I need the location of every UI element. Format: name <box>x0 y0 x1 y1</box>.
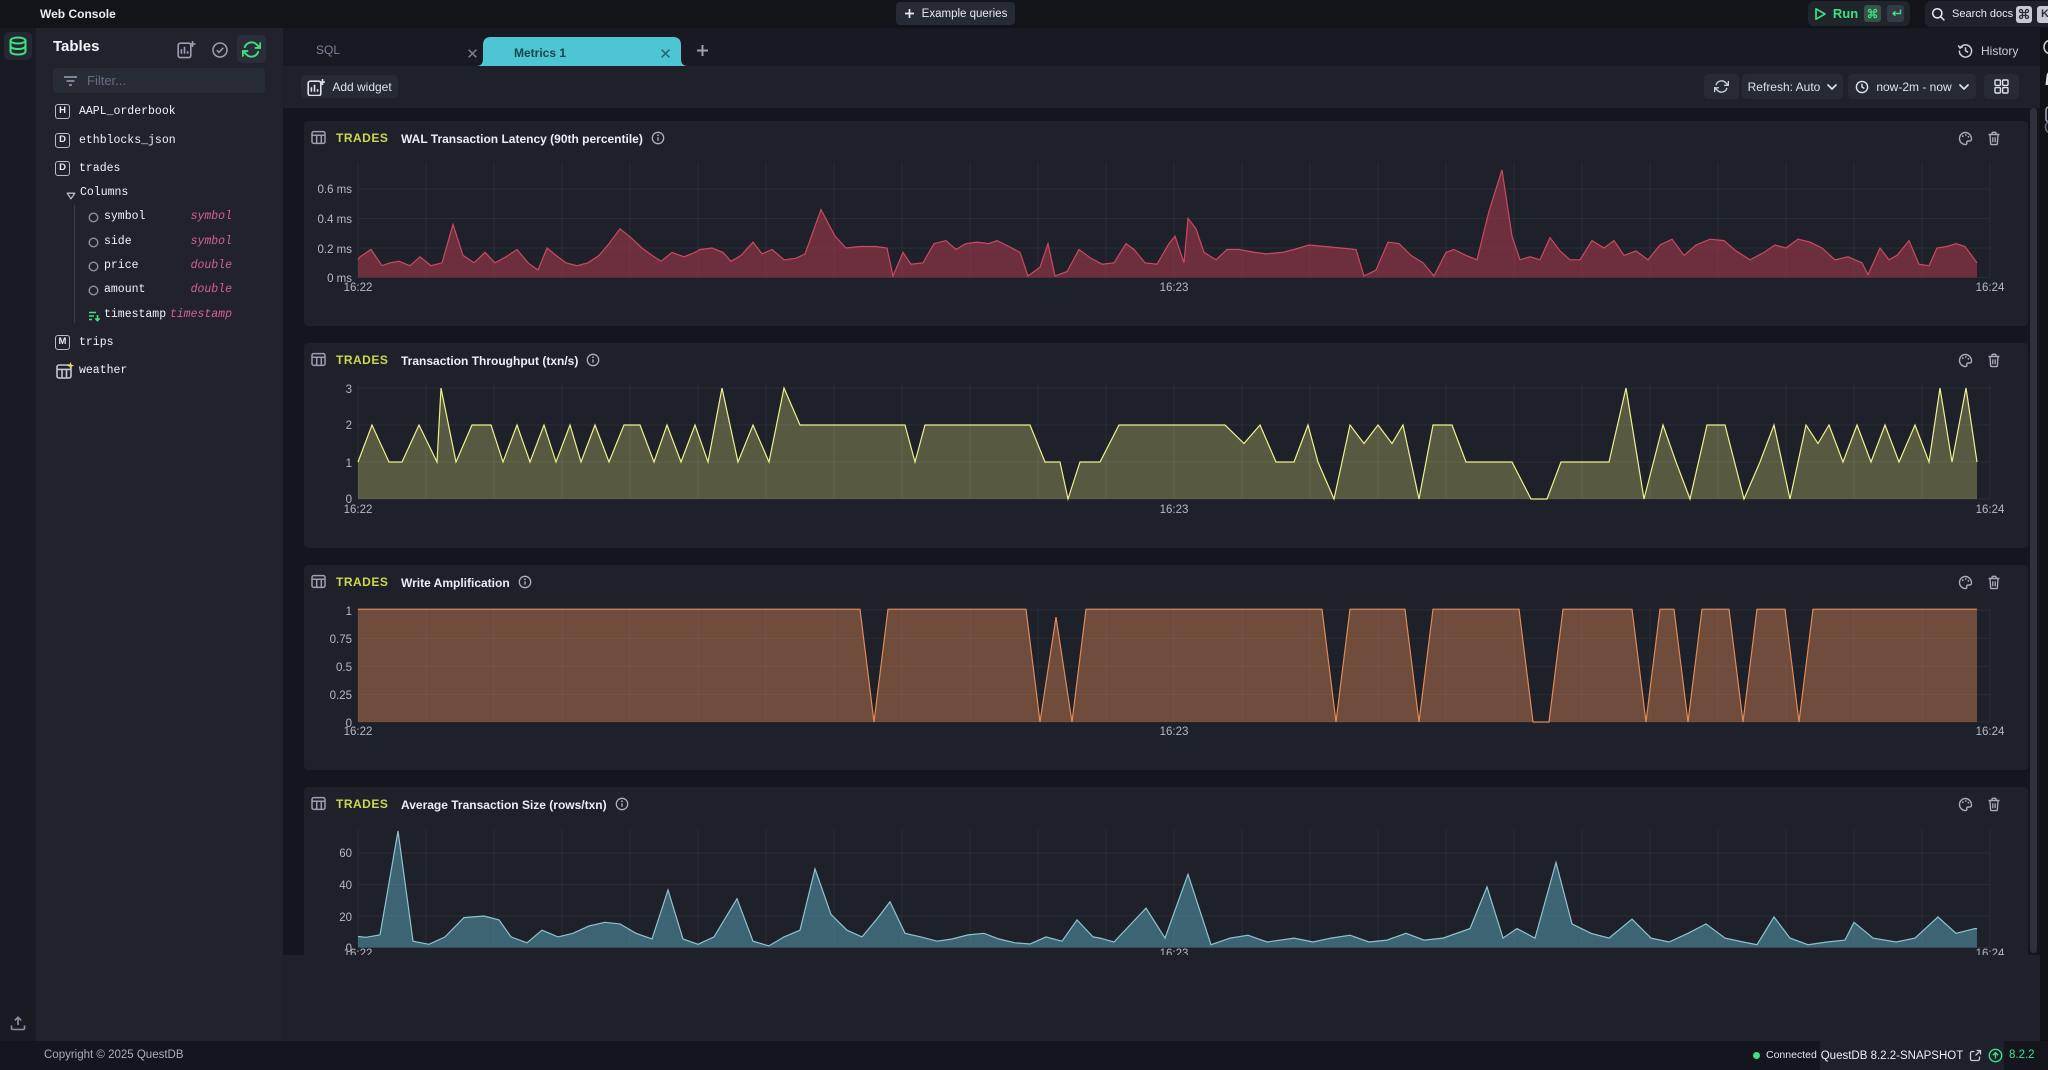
svg-text:60: 60 <box>339 848 352 860</box>
svg-text:0.25: 0.25 <box>330 690 352 702</box>
svg-text:20: 20 <box>339 912 352 924</box>
svg-text:0: 0 <box>346 494 352 506</box>
svg-text:0.4 ms: 0.4 ms <box>317 214 352 226</box>
svg-text:0.6 ms: 0.6 ms <box>317 184 352 196</box>
svg-text:16:22: 16:22 <box>344 504 373 516</box>
svg-text:16:22: 16:22 <box>344 282 373 294</box>
svg-text:1: 1 <box>346 606 352 618</box>
svg-text:16:24: 16:24 <box>1976 282 2005 294</box>
svg-text:2: 2 <box>346 420 352 432</box>
svg-text:0.2 ms: 0.2 ms <box>317 244 352 256</box>
svg-text:0.75: 0.75 <box>330 634 352 646</box>
svg-text:16:23: 16:23 <box>1160 948 1189 955</box>
svg-text:16:23: 16:23 <box>1160 282 1189 294</box>
svg-text:16:24: 16:24 <box>1976 726 2005 738</box>
svg-text:3: 3 <box>346 384 352 396</box>
svg-text:0.5: 0.5 <box>336 662 352 674</box>
svg-text:0: 0 <box>346 943 352 955</box>
svg-text:16:23: 16:23 <box>1160 504 1189 516</box>
svg-text:16:22: 16:22 <box>344 726 373 738</box>
svg-text:16:22: 16:22 <box>344 948 373 955</box>
svg-text:16:24: 16:24 <box>1976 504 2005 516</box>
svg-text:0 ms: 0 ms <box>327 273 352 285</box>
svg-text:16:24: 16:24 <box>1976 948 2005 955</box>
svg-text:1: 1 <box>346 458 352 470</box>
svg-text:16:23: 16:23 <box>1160 726 1189 738</box>
svg-text:40: 40 <box>339 880 352 892</box>
svg-text:0: 0 <box>346 718 352 730</box>
